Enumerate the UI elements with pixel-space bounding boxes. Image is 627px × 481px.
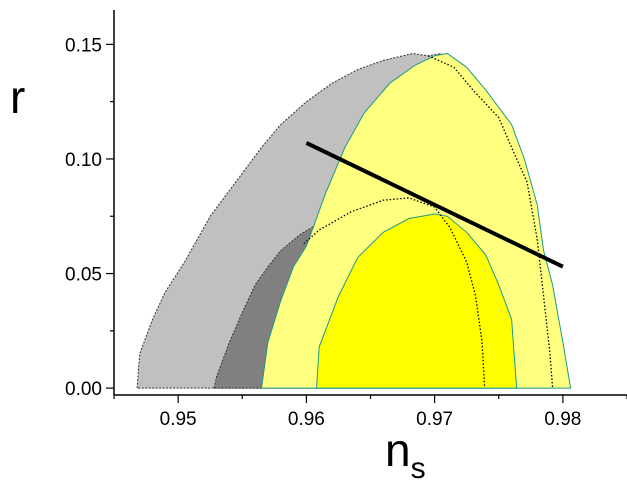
y-tick-label: 0.00 [65,379,102,400]
dotted-contour-2 [427,55,554,389]
x-tick-label: 0.95 [160,409,197,430]
contour-region-4 [316,213,518,389]
dotted-contour-1 [303,197,486,389]
prediction-line [305,141,564,269]
x-tick-label: 0.98 [544,409,581,430]
x-axis-label-main: n [385,424,411,476]
x-tick-label: 0.97 [416,409,453,430]
y-tick-label: 0.10 [65,150,102,171]
x-axis-label-subscript: s [411,452,426,481]
x-tick-label: 0.96 [288,409,325,430]
x-axis-label: ns [385,424,426,481]
y-tick-label: 0.05 [65,265,102,286]
y-tick-label: 0.15 [65,35,102,56]
axes: 0.00 0.05 0.10 0.15 0.95 0.96 0.97 0.98 [65,10,627,430]
plot-area [136,52,572,389]
y-axis-label: r [10,71,25,123]
